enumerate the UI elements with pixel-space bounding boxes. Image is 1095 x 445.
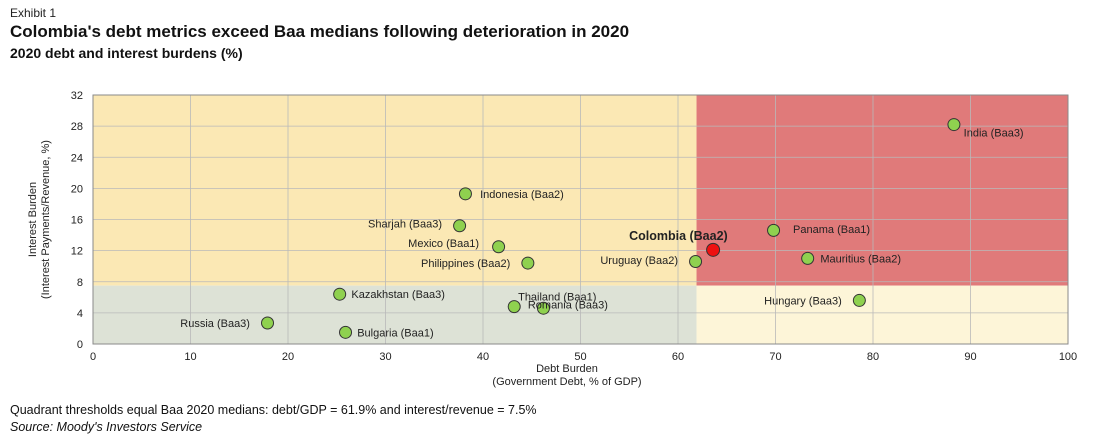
y-tick-label: 24 <box>71 152 83 164</box>
data-point <box>801 251 815 265</box>
quadrant-top-right <box>696 95 1068 286</box>
data-point-label: Russia (Baa3) <box>180 318 250 330</box>
data-point-label: Thailand (Baa1) <box>518 292 596 304</box>
data-point-label: Mexico (Baa1) <box>408 238 479 250</box>
data-point-label: Indonesia (Baa2) <box>480 189 564 201</box>
x-tick-label: 40 <box>477 351 489 363</box>
data-point <box>689 255 703 269</box>
y-axis-title: Interest Burden(Interest Payments/Revenu… <box>27 140 52 299</box>
quadrant-threshold-note: Quadrant thresholds equal Baa 2020 media… <box>10 403 537 417</box>
data-point <box>507 300 521 314</box>
x-tick-label: 30 <box>379 351 391 363</box>
data-point-label: Philippines (Baa2) <box>421 258 510 270</box>
plot-border <box>92 94 1069 345</box>
x-axis-title: Debt Burden (Government Debt, % of GDP) <box>492 363 641 388</box>
data-point-label: Bulgaria (Baa1) <box>357 327 433 339</box>
data-point-label: Mauritius (Baa2) <box>820 253 901 265</box>
x-tick-label: 20 <box>282 351 294 363</box>
data-point <box>947 118 961 132</box>
data-point-label: Romania (Baa3) <box>528 299 608 311</box>
data-point <box>767 223 781 237</box>
data-point-label: Colombia (Baa2) <box>629 229 728 243</box>
exhibit-label: Exhibit 1 <box>10 6 57 20</box>
data-point-label: Sharjah (Baa3) <box>368 218 442 230</box>
y-tick-label: 16 <box>71 215 83 227</box>
data-point <box>852 293 866 307</box>
data-point-label: India (Baa3) <box>964 127 1024 139</box>
quadrant-top-left <box>93 95 697 286</box>
x-tick-label: 60 <box>672 351 684 363</box>
data-point <box>261 316 275 330</box>
x-tick-label: 50 <box>574 351 586 363</box>
data-point-label: Hungary (Baa3) <box>764 295 842 307</box>
data-point <box>333 287 347 301</box>
x-tick-label: 80 <box>867 351 879 363</box>
y-tick-label: 0 <box>77 339 83 351</box>
y-tick-label: 28 <box>71 121 83 133</box>
chart-subtitle: 2020 debt and interest burdens (%) <box>10 45 243 61</box>
data-point <box>339 325 353 339</box>
x-tick-label: 100 <box>1059 351 1077 363</box>
y-tick-label: 12 <box>71 246 83 258</box>
data-point-label: Uruguay (Baa2) <box>600 255 678 267</box>
y-tick-label: 8 <box>77 277 83 289</box>
x-tick-label: 0 <box>90 351 96 363</box>
data-point-highlight <box>706 242 721 257</box>
data-point-label: Panama (Baa1) <box>793 224 870 236</box>
quadrant-bottom-right <box>696 285 1068 344</box>
data-point <box>536 301 550 315</box>
chart-title: Colombia's debt metrics exceed Baa media… <box>10 22 630 41</box>
quadrant-bottom-left <box>93 285 697 344</box>
data-point <box>492 240 506 254</box>
source-note: Source: Moody's Investors Service <box>10 420 203 434</box>
y-tick-label: 32 <box>71 90 83 102</box>
x-tick-label: 10 <box>184 351 196 363</box>
y-tick-label: 20 <box>71 183 83 195</box>
x-tick-label: 90 <box>964 351 976 363</box>
y-tick-label: 4 <box>77 308 83 320</box>
data-point <box>458 187 472 201</box>
data-point <box>521 256 535 270</box>
data-point <box>453 219 467 233</box>
x-tick-label: 70 <box>769 351 781 363</box>
data-point-label: Kazakhstan (Baa3) <box>351 289 445 301</box>
